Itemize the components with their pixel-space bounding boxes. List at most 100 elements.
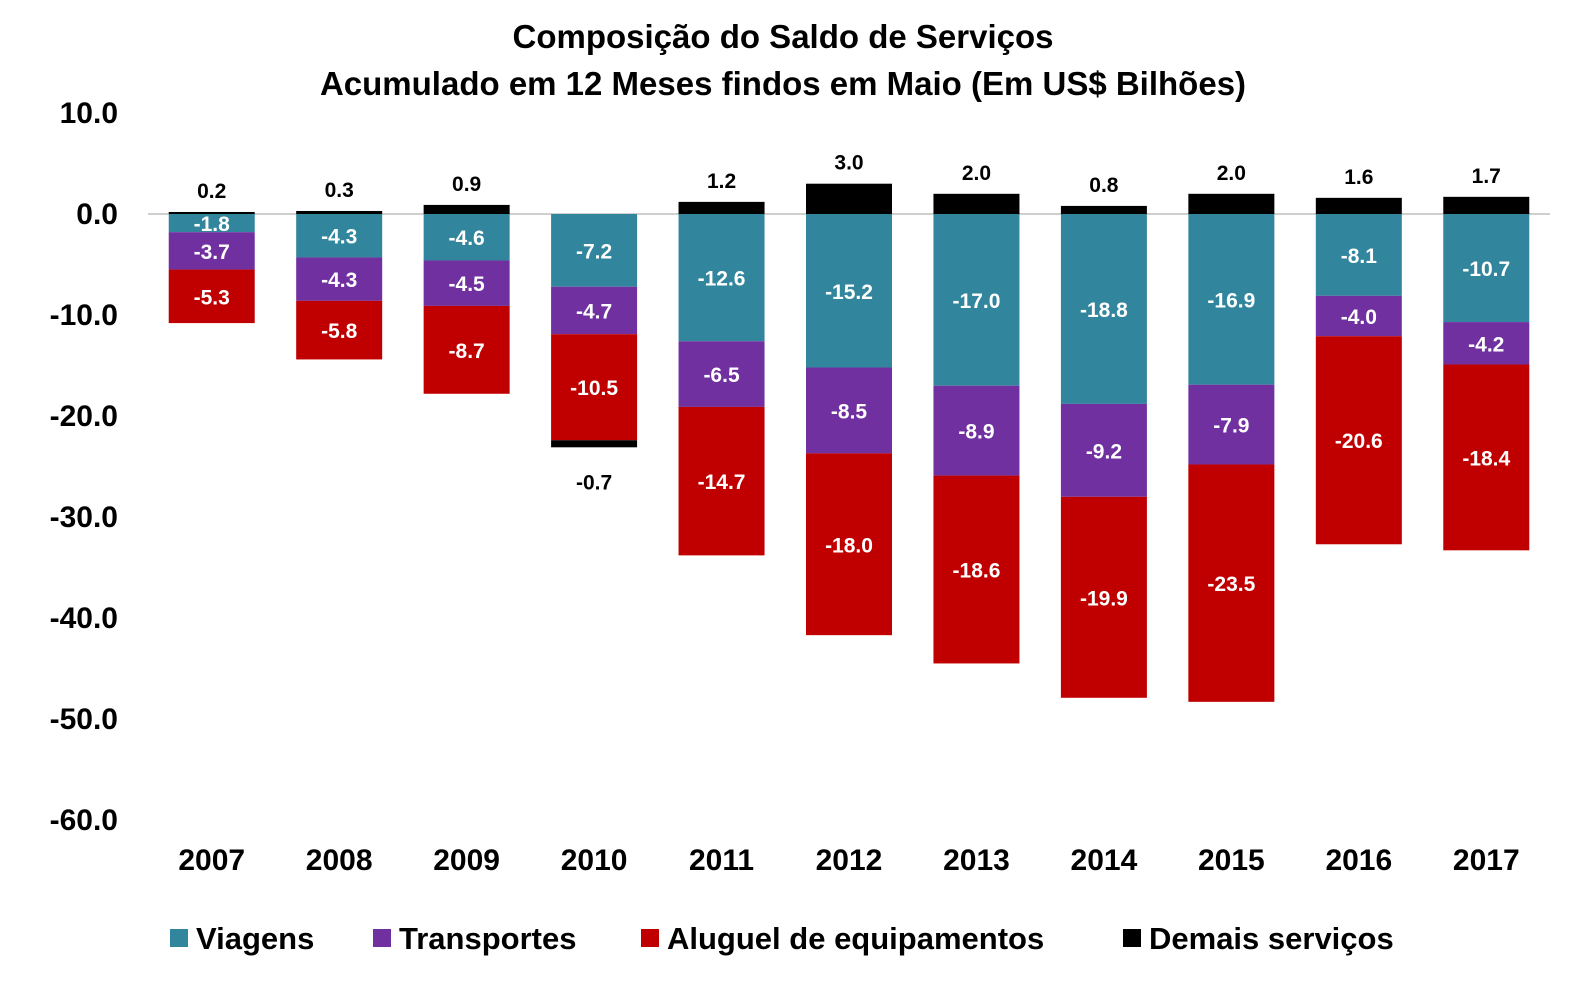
bar-segment bbox=[423, 204, 510, 214]
x-tick-label: 2010 bbox=[561, 844, 628, 877]
bar-segment bbox=[423, 305, 510, 394]
data-label: 2.0 bbox=[1217, 162, 1246, 185]
x-tick-label: 2009 bbox=[433, 844, 500, 877]
data-label: -20.6 bbox=[1335, 430, 1383, 453]
data-label: -7.2 bbox=[576, 240, 612, 263]
x-tick-label: 2013 bbox=[943, 844, 1010, 877]
x-tick-label: 2008 bbox=[306, 844, 373, 877]
bar-segment bbox=[1188, 214, 1275, 385]
data-label: -10.5 bbox=[570, 377, 618, 400]
bar-segment bbox=[168, 211, 255, 214]
x-tick-label: 2007 bbox=[178, 844, 245, 877]
bar-segment bbox=[423, 214, 510, 261]
data-label: -19.9 bbox=[1080, 587, 1128, 610]
bar-segment bbox=[551, 286, 638, 335]
x-tick-label: 2017 bbox=[1453, 844, 1520, 877]
data-label: 2.0 bbox=[962, 162, 991, 185]
bar-segment bbox=[1188, 193, 1275, 214]
bar-segment bbox=[1315, 214, 1402, 296]
y-tick-label: -10.0 bbox=[50, 299, 118, 332]
bars-group bbox=[168, 183, 1530, 702]
y-tick-label: -50.0 bbox=[50, 703, 118, 736]
data-label: -16.9 bbox=[1207, 289, 1255, 312]
bar-segment bbox=[296, 257, 383, 301]
bar-segment bbox=[1315, 295, 1402, 337]
chart-subtitle: Acumulado em 12 Meses findos em Maio (Em… bbox=[320, 65, 1246, 102]
bar-segment bbox=[296, 214, 383, 258]
legend-label: Demais serviços bbox=[1149, 921, 1394, 956]
y-tick-label: 10.0 bbox=[60, 97, 118, 130]
data-label: -4.6 bbox=[449, 227, 485, 250]
data-label: 0.9 bbox=[452, 173, 481, 196]
bar-segment bbox=[423, 260, 510, 306]
bar-segment bbox=[678, 201, 765, 214]
legend-item: Demais serviços bbox=[1123, 921, 1394, 956]
data-label: -18.8 bbox=[1080, 299, 1128, 322]
data-label: -9.2 bbox=[1086, 440, 1122, 463]
bar-segment bbox=[1443, 196, 1530, 214]
legend-item: Aluguel de equipamentos bbox=[641, 921, 1044, 956]
data-label: -12.6 bbox=[698, 268, 746, 291]
bar-segment bbox=[678, 341, 765, 407]
data-label: -5.8 bbox=[321, 320, 358, 343]
legend-item: Transportes bbox=[373, 921, 576, 956]
y-tick-label: 0.0 bbox=[76, 198, 118, 231]
chart-title: Composição do Saldo de Serviços bbox=[513, 18, 1054, 55]
data-label: -18.4 bbox=[1462, 447, 1510, 470]
legend-swatch bbox=[170, 929, 188, 947]
bar-segment bbox=[1188, 384, 1275, 465]
y-tick-label: -40.0 bbox=[50, 602, 118, 635]
data-label: -10.7 bbox=[1462, 258, 1510, 281]
bar-segment bbox=[678, 214, 765, 342]
y-tick-label: -20.0 bbox=[50, 400, 118, 433]
x-tick-label: 2012 bbox=[816, 844, 883, 877]
bar-segment bbox=[806, 183, 892, 214]
bar-segment bbox=[933, 193, 1020, 214]
data-label: -4.3 bbox=[321, 226, 357, 249]
data-label: -4.5 bbox=[449, 273, 486, 296]
legend-label: Viagens bbox=[196, 921, 314, 956]
data-label: 3.0 bbox=[834, 152, 863, 175]
bar-segment bbox=[1188, 464, 1275, 702]
legend-item: Viagens bbox=[170, 921, 314, 956]
data-label: -4.3 bbox=[321, 269, 357, 292]
data-label: -1.8 bbox=[194, 213, 231, 236]
bar-segment bbox=[168, 269, 255, 324]
y-axis: 10.0 0.0 -10.0 -20.0 -30.0 -40.0 -50.0 -60.0 bbox=[50, 97, 118, 837]
bar-segment bbox=[551, 214, 638, 287]
legend-swatch bbox=[373, 929, 391, 947]
bar-segment bbox=[1315, 197, 1402, 214]
data-label: 1.6 bbox=[1344, 166, 1373, 189]
x-tick-label: 2014 bbox=[1071, 844, 1138, 877]
x-tick-label: 2016 bbox=[1325, 844, 1392, 877]
bar-segment bbox=[296, 210, 383, 214]
data-label: -4.0 bbox=[1341, 306, 1377, 329]
bar-segment bbox=[933, 475, 1020, 664]
bar-segment bbox=[1443, 322, 1530, 365]
data-label: -17.0 bbox=[953, 290, 1001, 313]
x-axis: 2007 2008 2009 2010 2011 2012 2013 2014 2015 2016… bbox=[178, 844, 1519, 877]
legend-label: Transportes bbox=[399, 921, 576, 956]
data-label: -8.7 bbox=[449, 340, 485, 363]
bar-segment bbox=[551, 440, 638, 448]
x-tick-label: 2011 bbox=[689, 844, 754, 877]
y-tick-label: -60.0 bbox=[50, 804, 118, 837]
bar-segment bbox=[806, 367, 892, 454]
bar-segment bbox=[933, 214, 1020, 386]
bar-segment bbox=[806, 214, 892, 368]
data-label: -23.5 bbox=[1207, 573, 1255, 596]
data-label: -7.9 bbox=[1213, 415, 1249, 438]
data-label: -15.2 bbox=[825, 281, 873, 304]
legend-label: Aluguel de equipamentos bbox=[667, 921, 1044, 956]
legend-swatch bbox=[641, 929, 659, 947]
data-label: -4.2 bbox=[1468, 333, 1504, 356]
bar-segment bbox=[168, 232, 255, 270]
bar-segment bbox=[168, 214, 255, 233]
data-label: -6.5 bbox=[703, 364, 740, 387]
data-label: -14.7 bbox=[698, 471, 746, 494]
data-label: -4.7 bbox=[576, 300, 612, 323]
legend: Viagens Transportes Aluguel de equipamento… bbox=[170, 921, 1394, 956]
data-label: -8.9 bbox=[958, 421, 994, 444]
bar-segment bbox=[551, 334, 638, 441]
y-tick-label: -30.0 bbox=[50, 501, 118, 534]
